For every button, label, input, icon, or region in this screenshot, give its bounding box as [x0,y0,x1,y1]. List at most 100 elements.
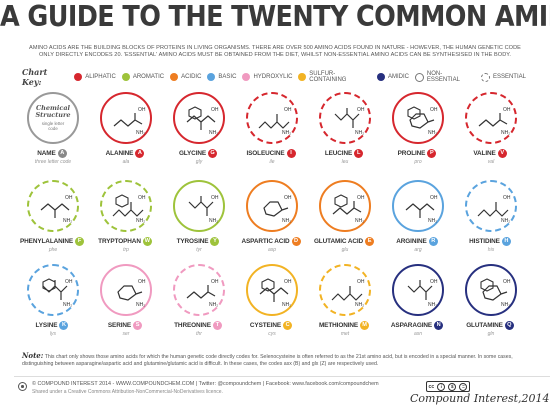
svg-text:NH₂: NH₂ [282,130,291,136]
single-letter-badge: M [360,321,370,330]
svg-text:OH: OH [503,195,511,201]
amino-acid-name-label: VALINE [473,150,496,157]
single-letter-badge: R [428,237,438,246]
aspartic-acid-circle: NH₂ OH [246,180,298,232]
three-letter-code: glu [341,247,349,253]
note-text: This chart only shows those amino acids … [22,354,513,367]
single-letter-badge: G [208,149,218,158]
lysine-circle: NH₂ OH [27,264,79,316]
three-letter-code: ser [122,331,130,337]
single-letter-badge: Y [210,237,220,246]
glutamine-circle: NH₂ OH [465,264,517,316]
dashed-ring-icon [480,72,490,82]
key-category-label: SULFUR-CONTAINING [309,71,347,83]
serine-name: SERINE S [89,321,161,330]
key-category-label: AMIDIC [387,74,409,80]
three-letter-code: asn [413,331,423,337]
svg-text:NH₂: NH₂ [428,130,437,136]
svg-text:NH₂: NH₂ [501,218,510,224]
footer-credits: © COMPOUND INTEREST 2014 - WWW.COMPOUNDC… [32,381,379,387]
legend-title-line1: Chemical [35,104,71,112]
histidine-circle: NH₂ OH [465,180,517,232]
single-letter-badge: N [434,321,444,330]
svg-text:OH: OH [138,195,146,201]
single-letter-badge: C [283,321,293,330]
glutamine-name: GLUTAMINE Q [454,321,526,330]
amino-acid-name-label: LEUCINE [324,150,353,157]
valine-name: VALINE V [454,149,526,158]
svg-text:OH: OH [211,195,219,201]
phenylalanine-circle: NH₂ OH [27,180,79,232]
chart-key: Chart Key: ALIPHATIC AROMATIC ACIDIC BASIC H… [22,67,532,87]
isoleucine-structure-icon: NH₂ OH [258,107,292,136]
amino-acid-name-label: PHENYLALANINE [19,238,74,245]
svg-text:NH₂: NH₂ [428,302,437,308]
legend-sub-line1: single letter [41,121,65,126]
histidine-structure-icon: NH₂ OH [477,195,511,224]
glutamic-acid-structure-icon: NH₂ OH [332,194,365,224]
svg-text:NH₂: NH₂ [136,302,145,308]
key-category-amidic: AMIDIC [376,73,409,81]
svg-text:OH: OH [211,279,219,285]
svg-text:OH: OH [138,279,146,285]
amino-acid-name-label: ASPARTIC ACID [241,238,290,245]
three-letter-code: lys [49,331,57,337]
footer-licence: Shared under a Creative Commons Attribut… [32,389,223,395]
key-category-sulfur-containing: SULFUR-CONTAINING [298,71,370,83]
amino-acid-name-label: PROLINE [397,150,426,157]
color-swatch-icon [298,73,307,81]
isoleucine-name: ISOLEUCINE I [235,149,307,158]
amino-acid-name-label: ASPARAGINE [390,322,433,329]
solid-ring-icon [414,72,424,82]
amino-acid-name-label: LYSINE [35,322,58,329]
glutamic-acid-circle: NH₂ OH [319,180,371,232]
amino-acid-name-label: THREONINE [174,322,211,329]
key-category-acidic: ACIDIC [170,73,201,81]
svg-text:OH: OH [503,279,511,285]
key-category-label: HYDROXYLIC [253,74,293,80]
glycine-structure-icon: NH₂ OH [186,106,219,136]
svg-text:NH₂: NH₂ [136,218,145,224]
cysteine-circle: NH₂ OH [246,264,298,316]
amino-acid-name-label: CYSTEINE [249,322,282,329]
arginine-name: ARGININE R [381,237,453,246]
svg-text:OH: OH [211,107,219,113]
color-swatch-icon [207,73,216,81]
isoleucine-circle: NH₂ OH [246,92,298,144]
svg-text:OH: OH [503,107,511,113]
legend-sub-line2: code [48,126,58,131]
single-letter-badge: K [59,321,69,330]
svg-text:OH: OH [138,107,146,113]
intro-text: AMINO ACIDS ARE THE BUILDING BLOCKS OF P… [29,45,521,59]
tyrosine-circle: NH₂ OH [173,180,225,232]
single-letter-badge: W [142,237,152,246]
three-letter-code: val [487,159,495,165]
note-label: Note: [22,351,44,360]
tryptophan-name: TRYPTOPHAN W [89,237,161,246]
color-swatch-icon [121,73,130,81]
svg-text:OH: OH [284,195,292,201]
svg-text:OH: OH [65,279,73,285]
three-letter-code: asp [267,247,277,253]
key-category-hydroxylic: HYDROXYLIC [242,73,292,81]
key-essential: ESSENTIAL [480,72,526,82]
amino-acid-name-label: METHIONINE [318,322,359,329]
tyrosine-name: TYROSINE Y [162,237,234,246]
amino-acid-name-label: HISTIDINE [469,238,500,245]
cysteine-name: CYSTEINE C [235,321,307,330]
phenylalanine-structure-icon: NH₂ OH [40,195,73,224]
legend-badge: A [57,149,67,158]
svg-text:NH₂: NH₂ [355,302,364,308]
amino-acid-name-label: ARGININE [396,238,427,245]
creative-commons-badge-icon: cc i $ = [426,381,470,392]
svg-text:NH₂: NH₂ [63,218,72,224]
valine-structure-icon: NH₂ OH [478,107,511,136]
arginine-structure-icon: NH₂ OH [405,195,438,224]
